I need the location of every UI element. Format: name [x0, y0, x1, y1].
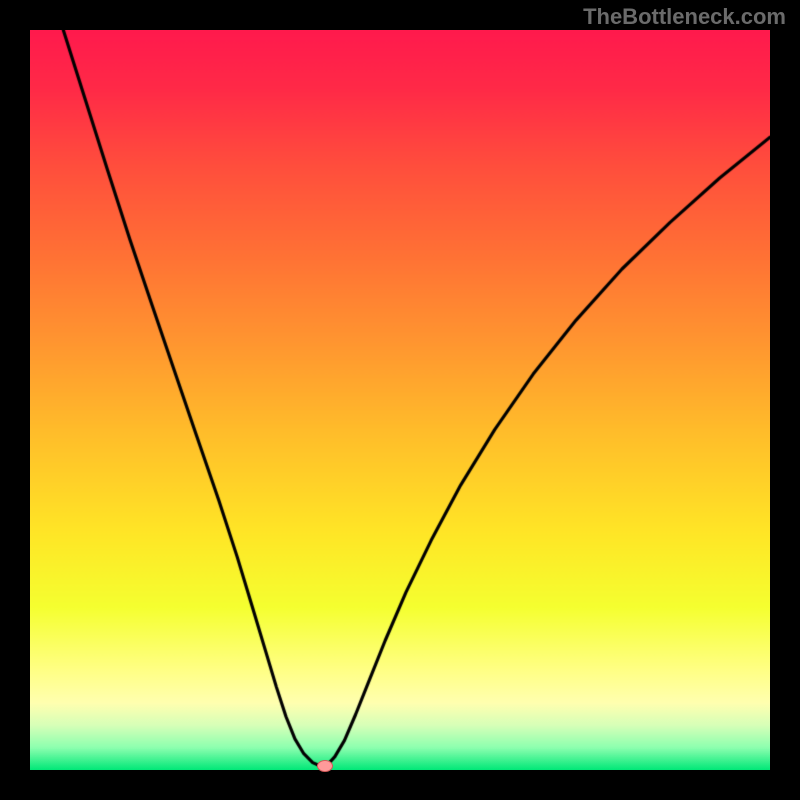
watermark-text: TheBottleneck.com [583, 4, 786, 30]
bottleneck-curve [30, 30, 770, 770]
chart-container [30, 30, 770, 770]
optimum-marker [317, 760, 333, 772]
